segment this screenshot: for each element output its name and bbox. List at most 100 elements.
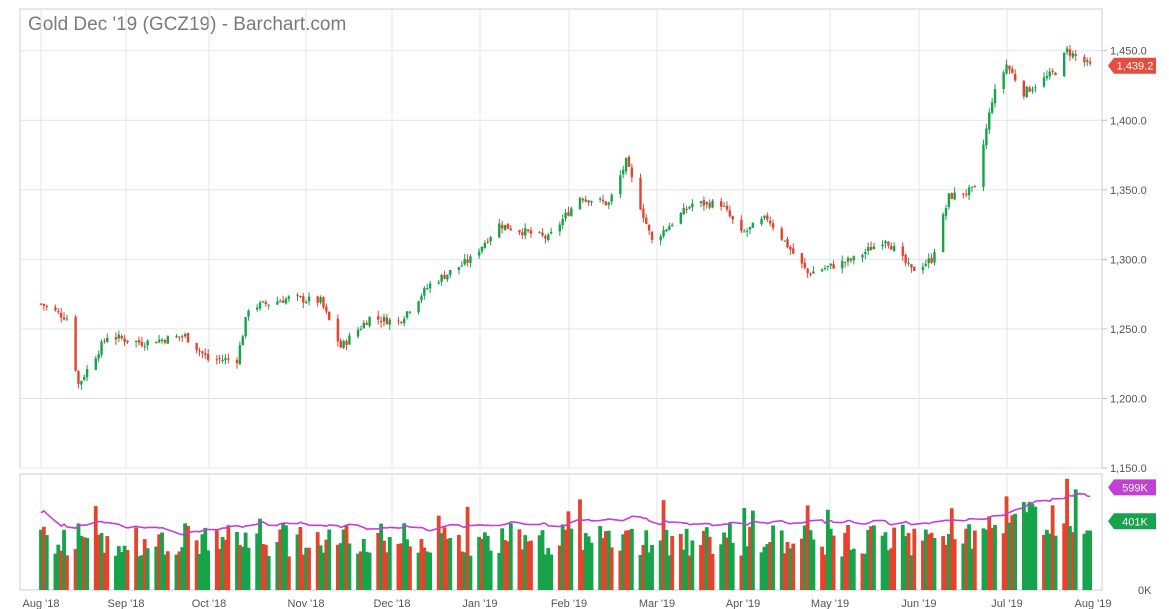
- volume-bar: [707, 536, 712, 590]
- candle: [760, 218, 763, 225]
- volume-bar: [154, 546, 159, 590]
- candle: [1071, 53, 1075, 58]
- candle: [852, 256, 855, 261]
- volume-bar: [442, 527, 447, 590]
- candle: [319, 297, 322, 303]
- volume-bar: [808, 530, 813, 590]
- volume-bar: [820, 546, 824, 590]
- volume-bar: [529, 540, 533, 590]
- volume-bar: [419, 539, 424, 590]
- candle: [385, 317, 389, 325]
- candle: [97, 354, 100, 359]
- candle: [336, 318, 340, 342]
- volume-bar: [425, 551, 430, 590]
- volume-bar: [145, 548, 150, 590]
- candle: [486, 241, 489, 243]
- candle: [639, 178, 642, 210]
- volume-bar: [687, 555, 692, 590]
- candle: [322, 297, 325, 308]
- candle: [941, 214, 945, 252]
- candle: [489, 237, 492, 242]
- volume-bar: [1053, 535, 1058, 590]
- candle: [126, 340, 129, 342]
- candle: [65, 318, 69, 320]
- candle: [325, 306, 328, 312]
- candle: [993, 89, 997, 104]
- volume-bar: [482, 532, 487, 590]
- x-tick-label: Jan '19: [462, 598, 497, 609]
- volume-bar: [1085, 530, 1090, 590]
- candle: [564, 212, 567, 219]
- candle: [506, 223, 510, 229]
- volume-bar: [180, 547, 185, 590]
- candle: [988, 112, 991, 130]
- volume-bar: [690, 540, 695, 590]
- candle: [607, 202, 610, 205]
- volume-bar: [477, 536, 481, 590]
- candle: [215, 359, 219, 361]
- candle: [417, 301, 420, 313]
- candle: [457, 266, 461, 270]
- volume-bar: [284, 525, 288, 590]
- candle: [74, 317, 77, 371]
- candle: [872, 246, 876, 250]
- candle: [526, 229, 530, 232]
- volume-bar: [448, 538, 453, 590]
- candle: [861, 254, 864, 258]
- candle: [630, 167, 634, 178]
- candle: [933, 251, 936, 263]
- candle: [708, 202, 711, 208]
- candle: [1048, 71, 1051, 77]
- candle: [561, 219, 564, 226]
- volume-bar: [387, 537, 392, 590]
- candle: [962, 193, 965, 195]
- candle: [157, 339, 161, 343]
- candle: [255, 307, 259, 310]
- candle: [204, 353, 207, 356]
- candle: [731, 216, 734, 220]
- candle: [201, 351, 204, 354]
- candle: [619, 175, 622, 195]
- candle: [114, 337, 118, 340]
- volume-bar: [520, 549, 525, 590]
- candle: [284, 298, 288, 304]
- volume-bar: [921, 540, 925, 590]
- volume-bar: [848, 549, 853, 590]
- volume-bar: [321, 552, 326, 590]
- price-tick-label: 1,450.0: [1110, 46, 1147, 58]
- candle: [402, 318, 406, 324]
- candle: [1028, 87, 1031, 92]
- candle: [85, 369, 89, 378]
- volume-bar: [500, 528, 505, 590]
- candle: [705, 202, 708, 205]
- x-tick-label: Mar '19: [639, 598, 675, 609]
- candle: [103, 340, 106, 342]
- volume-bar: [1050, 505, 1055, 590]
- volume-bar: [315, 532, 320, 590]
- x-tick-label: Dec '18: [374, 598, 411, 609]
- volume-bar: [396, 543, 401, 590]
- candle: [388, 319, 391, 325]
- svg-text:599K: 599K: [1122, 482, 1148, 494]
- volume-bar: [748, 526, 752, 590]
- candle: [423, 287, 426, 296]
- volume-bar: [670, 535, 675, 590]
- volume-bar: [56, 544, 61, 590]
- volume-bar: [722, 532, 726, 590]
- volume-bar: [341, 529, 346, 590]
- volume-bar: [658, 540, 663, 590]
- volume-bar: [174, 554, 179, 590]
- volume-bar: [704, 527, 709, 590]
- volume-bar: [1082, 533, 1087, 590]
- candle: [711, 200, 714, 208]
- volume-bar: [840, 556, 845, 590]
- candle: [1051, 70, 1054, 72]
- volume-bar: [361, 538, 366, 590]
- volume-bar: [990, 528, 995, 590]
- volume-bar: [952, 539, 957, 590]
- volume-bar: [206, 550, 211, 590]
- candle: [659, 236, 662, 241]
- volume-bar: [41, 526, 46, 590]
- volume-bar: [1047, 533, 1052, 590]
- volume-bar: [457, 534, 461, 590]
